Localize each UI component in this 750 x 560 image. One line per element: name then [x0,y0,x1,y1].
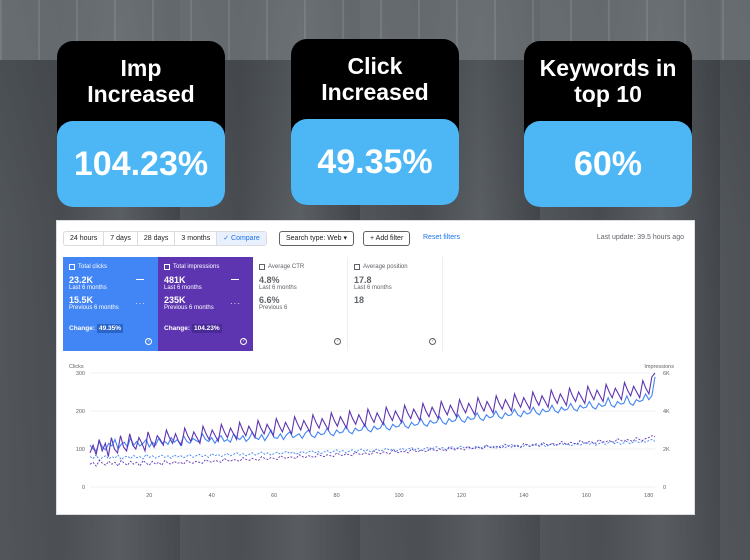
help-icon[interactable]: ? [240,338,247,345]
add-filter-button[interactable]: + Add filter [363,231,411,246]
metric-title: Total impressions [173,264,220,270]
performance-line-chart: 0 100 200 300 0 2K 4K 6K 20 40 60 80 100 120 140 160 180 [76,371,670,499]
checkbox-icon[interactable] [259,264,265,270]
average-ctr-metric[interactable]: Average CTR 4.8% Last 6 months 6.6% Prev… [253,257,348,351]
y-left-tick-label: 0 [82,485,85,491]
x-tick-label: 40 [209,493,215,499]
metric-change: Change: 104.23% [164,324,222,333]
y-right-tick-label: 4K [663,409,670,415]
metric-title: Total clicks [78,264,108,270]
range-24-hours[interactable]: 24 hours [64,232,105,245]
range-3-months[interactable]: 3 months [175,232,218,245]
metric-period: Last 6 months [69,285,107,291]
dashed-line-legend-icon: ··· [135,299,146,308]
y-right-tick-label: 0 [663,485,666,491]
y-right-tick-label: 6K [663,371,670,377]
help-icon[interactable]: ? [334,338,341,345]
x-tick-label: 160 [582,493,591,499]
click-increased-card: Click Increased 49.35% [291,39,459,205]
card-value: 104.23% [57,121,225,207]
search-console-performance-panel: 24 hours 7 days 28 days 3 months ✓ Compa… [56,220,695,515]
card-value: 60% [524,121,692,207]
card-label: Imp Increased [87,55,195,107]
checkbox-icon[interactable] [69,264,75,270]
series-line-3 [89,435,656,467]
y-left-tick-label: 100 [76,447,85,453]
x-tick-label: 100 [394,493,403,499]
x-tick-label: 120 [457,493,466,499]
date-range-selector: 24 hours 7 days 28 days 3 months ✓ Compa… [63,231,267,246]
total-clicks-metric[interactable]: Total clicks 23.2K Last 6 months 15.5K P… [63,257,158,351]
metric-cards: Total clicks 23.2K Last 6 months 15.5K P… [63,257,443,351]
metric-prev-value: 6.6% [259,295,280,305]
card-value: 49.35% [291,119,459,205]
range-28-days[interactable]: 28 days [138,232,176,245]
card-label: Keywords in top 10 [539,55,677,107]
solid-line-legend-icon [231,279,239,280]
metric-value: 23.2K [69,275,94,285]
x-tick-label: 80 [334,493,340,499]
y-left-tick-label: 300 [76,371,85,377]
metric-prev-value: 235K [164,295,186,305]
metric-period: Last 6 months [164,285,202,291]
metric-prev-value: 18 [354,295,365,305]
metric-prev-period: Previous 6 months [164,305,214,311]
series-line-1 [89,372,656,457]
metric-change: Change: 49.35% [69,324,124,333]
chart-left-axis-label: Clicks [69,364,84,370]
imp-increased-card: Imp Increased 104.23% [57,41,225,207]
metric-value: 17.8 [354,275,372,285]
solid-line-legend-icon [136,279,144,280]
x-tick-label: 140 [519,493,528,499]
x-tick-label: 180 [644,493,653,499]
metric-period: Last 6 months [354,285,392,291]
series-line-0 [89,376,656,452]
last-update-text: Last update: 39.5 hours ago [596,234,684,241]
metric-prev-value: 15.5K [69,295,94,305]
y-right-tick-label: 2K [663,447,670,453]
metric-title: Average position [363,264,408,270]
metric-prev-period: Previous 6 [259,305,288,311]
keywords-top10-card: Keywords in top 10 60% [524,41,692,207]
card-label: Click Increased [321,53,429,105]
y-left-tick-label: 200 [76,409,85,415]
reset-filters-link[interactable]: Reset filters [423,234,460,241]
series-line-2 [89,439,656,462]
checkbox-icon[interactable] [354,264,360,270]
range-compare[interactable]: ✓ Compare [217,232,266,245]
chart-right-axis-label: Impressions [644,364,674,370]
metric-period: Last 6 months [259,285,297,291]
checkbox-icon[interactable] [164,264,170,270]
metric-title: Average CTR [268,264,305,270]
help-icon[interactable]: ? [145,338,152,345]
average-position-metric[interactable]: Average position 17.8 Last 6 months 18 ? [348,257,443,351]
metric-prev-period: Previous 6 months [69,305,119,311]
search-type-filter[interactable]: Search type: Web ▾ [279,231,354,246]
total-impressions-metric[interactable]: Total impressions 481K Last 6 months 235… [158,257,253,351]
range-7-days[interactable]: 7 days [104,232,138,245]
metric-value: 4.8% [259,275,280,285]
x-tick-label: 20 [146,493,152,499]
toolbar: 24 hours 7 days 28 days 3 months ✓ Compa… [63,231,688,247]
x-tick-label: 60 [271,493,277,499]
dashed-line-legend-icon: ··· [230,299,241,308]
metric-value: 481K [164,275,186,285]
help-icon[interactable]: ? [429,338,436,345]
